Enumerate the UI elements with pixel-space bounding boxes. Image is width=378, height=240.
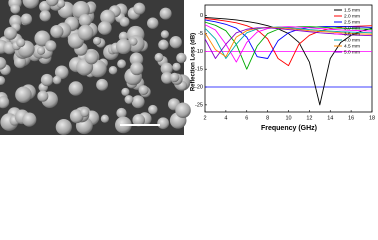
legend-label: 4.5 mm xyxy=(344,43,360,49)
x-tick-label: 12 xyxy=(306,115,312,121)
legend-label: 3.0 mm xyxy=(344,25,360,31)
particle xyxy=(54,65,69,80)
particle xyxy=(138,85,149,96)
particle xyxy=(80,108,90,118)
particle xyxy=(36,46,46,55)
particle xyxy=(129,37,138,46)
particle xyxy=(68,81,84,96)
x-axis-label: Frequency (GHz) xyxy=(261,125,317,132)
particle xyxy=(115,38,132,55)
particle xyxy=(159,7,172,20)
particle xyxy=(160,30,170,39)
x-tick-label: 8 xyxy=(266,115,269,121)
series-line xyxy=(204,27,373,59)
particle xyxy=(40,73,54,87)
particle xyxy=(39,10,51,22)
particle xyxy=(169,72,180,83)
particle xyxy=(0,96,10,109)
particle xyxy=(20,13,33,25)
particle xyxy=(108,65,118,75)
particle xyxy=(175,102,191,119)
x-tick-label: 18 xyxy=(369,115,375,121)
y-tick-label: -5 xyxy=(198,31,203,37)
particle xyxy=(77,24,94,41)
particle xyxy=(0,57,7,70)
x-tick-label: 4 xyxy=(224,115,227,121)
particle xyxy=(0,76,6,86)
particle xyxy=(169,36,182,49)
particle xyxy=(45,40,57,52)
y-tick-label: -15 xyxy=(195,67,203,73)
legend-label: 2.0 mm xyxy=(344,13,360,19)
particle xyxy=(10,3,21,14)
series-line xyxy=(204,17,373,106)
x-tick-label: 2 xyxy=(203,115,206,121)
y-tick-label: 0 xyxy=(200,13,203,19)
particle xyxy=(130,61,144,76)
x-tick-label: 10 xyxy=(285,115,291,121)
particle xyxy=(92,36,102,46)
particle xyxy=(121,87,130,97)
series-line xyxy=(204,27,373,58)
legend-label: 1.5 mm xyxy=(344,7,360,13)
particle xyxy=(160,62,173,75)
y-tick-label: -10 xyxy=(195,49,203,55)
x-tick-label: 6 xyxy=(245,115,248,121)
particle xyxy=(148,104,158,115)
particle xyxy=(55,118,72,136)
particle xyxy=(157,117,170,130)
x-tick-label: 14 xyxy=(327,115,333,121)
particle xyxy=(37,90,49,102)
particle xyxy=(45,0,59,7)
series-line xyxy=(204,19,373,59)
particle xyxy=(96,78,109,91)
particle xyxy=(124,95,134,104)
x-tick-label: 16 xyxy=(348,115,354,121)
particle xyxy=(118,31,129,42)
particle xyxy=(158,39,169,51)
particle xyxy=(100,114,109,123)
particle xyxy=(56,0,66,8)
legend-label: 2.5 mm xyxy=(344,19,360,25)
particle xyxy=(22,0,39,9)
particle xyxy=(147,17,159,29)
particle xyxy=(69,109,84,124)
particle xyxy=(176,52,187,64)
particle xyxy=(161,71,173,84)
particle xyxy=(89,59,107,78)
particle xyxy=(22,112,37,127)
particle xyxy=(78,13,92,27)
particle xyxy=(131,95,145,109)
particle xyxy=(16,38,26,48)
sem-image xyxy=(0,0,191,136)
particle xyxy=(119,16,130,27)
particle xyxy=(13,56,27,69)
series-line xyxy=(204,26,373,59)
particle xyxy=(100,9,116,25)
particle xyxy=(97,21,112,35)
particle xyxy=(116,107,127,119)
y-tick-label: -25 xyxy=(195,102,203,108)
particle xyxy=(117,59,127,69)
y-axis-label: Reflection Loss (dB) xyxy=(191,33,197,91)
particle xyxy=(50,24,64,39)
y-tick-label: -20 xyxy=(195,84,203,90)
legend-label: 3.5 mm xyxy=(344,31,360,37)
particle xyxy=(154,52,164,62)
particle xyxy=(52,75,62,85)
particle xyxy=(15,86,32,103)
figure: Reflection Loss (dB) Frequency (GHz) 2 4 6… xyxy=(0,0,375,136)
scale-bar xyxy=(120,124,160,126)
particle xyxy=(3,26,17,40)
particle xyxy=(133,2,146,15)
legend-label: 4.0 mm xyxy=(344,37,360,43)
particle xyxy=(84,50,99,65)
legend-label: 5.0 mm xyxy=(344,49,360,55)
particle xyxy=(172,62,181,72)
series-line xyxy=(204,24,373,63)
particle xyxy=(132,113,145,127)
